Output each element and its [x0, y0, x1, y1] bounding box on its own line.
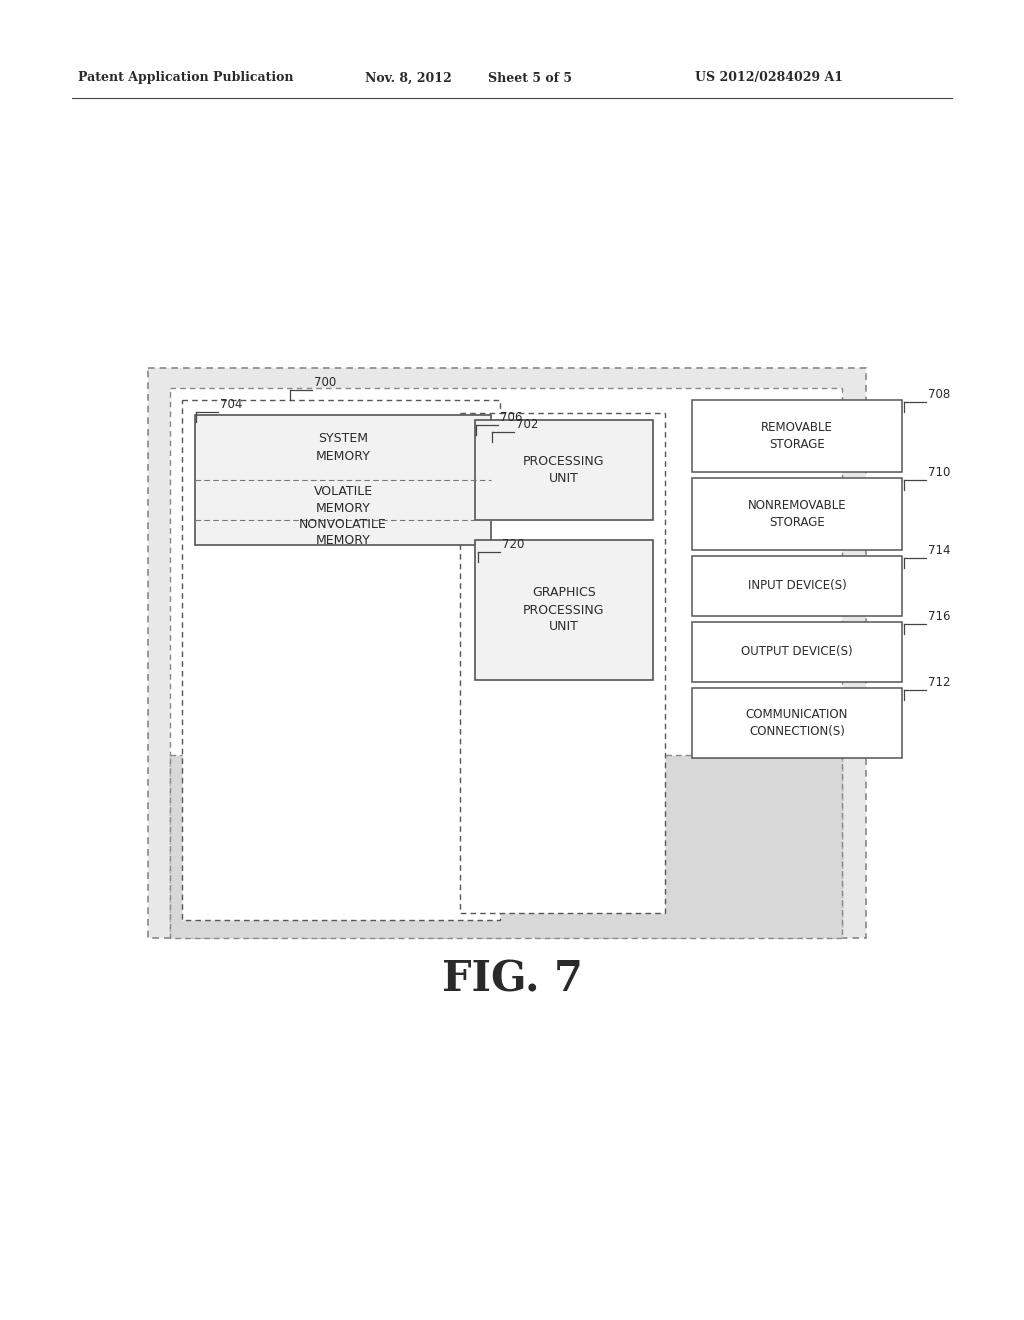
- Text: 710: 710: [928, 466, 950, 479]
- Bar: [692, 400, 902, 473]
- Text: Sheet 5 of 5: Sheet 5 of 5: [488, 71, 572, 84]
- Bar: [692, 622, 902, 682]
- Text: 712: 712: [928, 676, 950, 689]
- Bar: [460, 413, 665, 913]
- Text: 714: 714: [928, 544, 950, 557]
- Text: 702: 702: [516, 418, 539, 432]
- Text: FIG. 7: FIG. 7: [441, 960, 583, 1001]
- Text: 716: 716: [928, 610, 950, 623]
- Bar: [182, 400, 500, 920]
- Text: Patent Application Publication: Patent Application Publication: [78, 71, 294, 84]
- Text: OUTPUT DEVICE(S): OUTPUT DEVICE(S): [741, 645, 853, 659]
- Text: Nov. 8, 2012: Nov. 8, 2012: [365, 71, 452, 84]
- Text: VOLATILE
MEMORY: VOLATILE MEMORY: [313, 484, 373, 515]
- Text: 706: 706: [500, 411, 522, 424]
- Text: 720: 720: [502, 539, 524, 550]
- Text: PROCESSING
UNIT: PROCESSING UNIT: [523, 455, 605, 484]
- Bar: [692, 556, 902, 616]
- Bar: [692, 688, 902, 758]
- Bar: [170, 388, 842, 931]
- Bar: [475, 540, 653, 680]
- Text: NONREMOVABLE
STORAGE: NONREMOVABLE STORAGE: [748, 499, 846, 529]
- Bar: [475, 420, 653, 520]
- Text: 700: 700: [314, 376, 336, 389]
- Text: GRAPHICS
PROCESSING
UNIT: GRAPHICS PROCESSING UNIT: [523, 586, 605, 634]
- Bar: [170, 755, 842, 939]
- Text: INPUT DEVICE(S): INPUT DEVICE(S): [748, 579, 847, 593]
- Bar: [692, 478, 902, 550]
- Text: REMOVABLE
STORAGE: REMOVABLE STORAGE: [761, 421, 833, 450]
- Text: 704: 704: [220, 399, 243, 411]
- Text: COMMUNICATION
CONNECTION(S): COMMUNICATION CONNECTION(S): [745, 709, 848, 738]
- Text: US 2012/0284029 A1: US 2012/0284029 A1: [695, 71, 843, 84]
- Text: SYSTEM
MEMORY: SYSTEM MEMORY: [315, 433, 371, 462]
- Text: NONVOLATILE
MEMORY: NONVOLATILE MEMORY: [299, 517, 387, 548]
- Bar: [195, 414, 490, 545]
- Bar: [148, 368, 866, 939]
- Text: 708: 708: [928, 388, 950, 401]
